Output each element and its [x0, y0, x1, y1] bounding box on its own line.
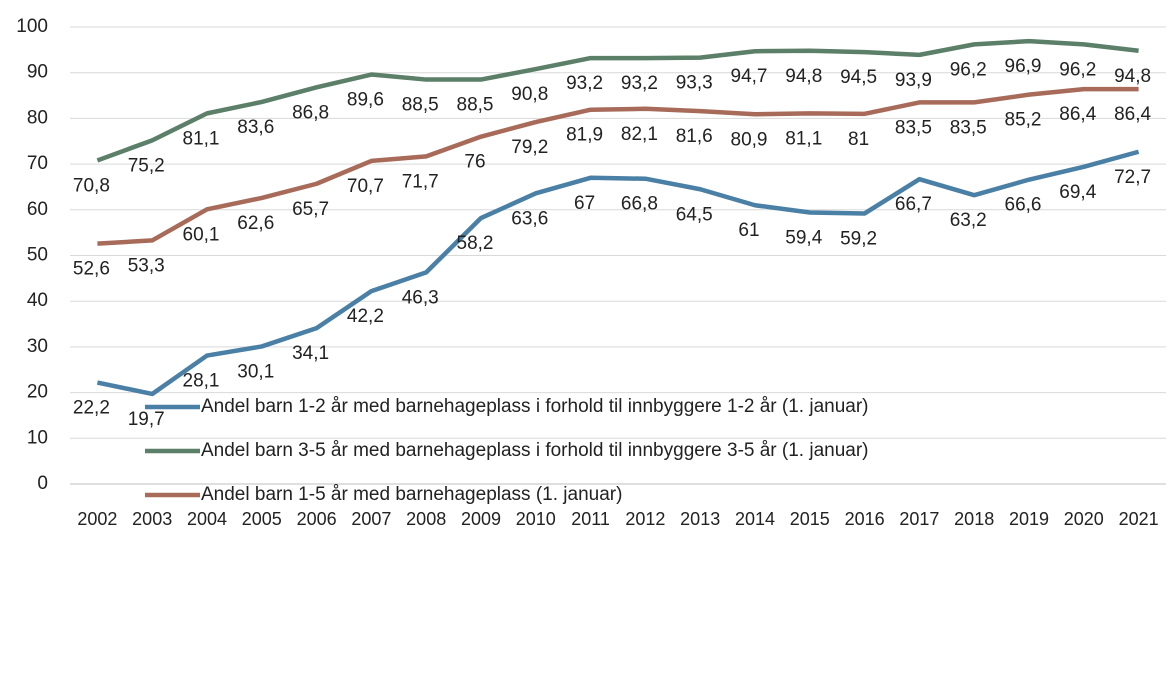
data-label: 59,2 [840, 228, 877, 249]
y-tick-label: 40 [27, 290, 48, 311]
data-label: 86,4 [1114, 104, 1151, 125]
x-tick-label: 2008 [406, 509, 446, 529]
data-label: 19,7 [128, 409, 165, 430]
data-label: 42,2 [347, 306, 384, 327]
data-label: 62,6 [237, 213, 274, 234]
x-tick-label: 2020 [1064, 509, 1104, 529]
x-tick-label: 2013 [680, 509, 720, 529]
y-tick-label: 100 [16, 16, 48, 37]
y-tick-label: 60 [27, 199, 48, 220]
data-label: 96,9 [1005, 56, 1042, 77]
data-label: 64,5 [676, 204, 713, 225]
data-label: 81 [848, 129, 869, 150]
x-tick-label: 2009 [461, 509, 501, 529]
data-label: 93,2 [621, 73, 658, 94]
data-label: 60,1 [183, 224, 220, 245]
data-label: 83,5 [895, 117, 932, 138]
data-label: 34,1 [292, 343, 329, 364]
line-series [96, 149, 1140, 397]
data-label: 85,2 [1005, 110, 1042, 131]
data-label: 94,8 [1114, 66, 1151, 87]
x-tick-label: 2016 [845, 509, 885, 529]
y-tick-label: 80 [27, 107, 48, 128]
data-label: 88,5 [402, 95, 439, 116]
legend-label: Andel barn 3-5 år med barnehageplass i f… [201, 440, 869, 461]
data-label: 94,5 [840, 67, 877, 88]
x-tick-label: 2010 [516, 509, 556, 529]
y-tick-label: 20 [27, 382, 48, 403]
data-label: 59,4 [785, 228, 822, 249]
data-label: 83,5 [950, 117, 987, 138]
data-label: 86,4 [1059, 104, 1096, 125]
line-series [97, 86, 1139, 246]
data-label: 76 [464, 152, 485, 173]
data-label: 70,8 [73, 175, 110, 196]
data-label: 93,3 [676, 73, 713, 94]
data-label: 82,1 [621, 124, 658, 145]
data-label: 83,6 [237, 117, 274, 138]
x-tick-label: 2019 [1009, 509, 1049, 529]
data-label: 81,9 [566, 125, 603, 146]
x-tick-label: 2002 [77, 509, 117, 529]
data-label: 22,2 [73, 398, 110, 419]
data-label: 75,2 [128, 155, 165, 176]
data-label: 61 [738, 220, 759, 241]
data-label: 86,8 [292, 102, 329, 123]
data-label: 53,3 [128, 255, 165, 276]
x-tick-label: 2015 [790, 509, 830, 529]
data-label: 63,2 [950, 210, 987, 231]
data-label: 93,9 [895, 70, 932, 91]
legend-label: Andel barn 1-2 år med barnehageplass i f… [201, 396, 869, 417]
data-label: 30,1 [237, 361, 274, 382]
data-label: 66,8 [621, 194, 658, 215]
data-label: 63,6 [511, 208, 548, 229]
x-tick-label: 2017 [899, 509, 939, 529]
legend-label: Andel barn 1-5 år med barnehageplass (1.… [201, 484, 622, 505]
x-tick-label: 2011 [571, 509, 610, 529]
y-tick-label: 10 [27, 427, 48, 448]
x-tick-label: 2007 [351, 509, 391, 529]
data-label: 52,6 [73, 259, 110, 280]
data-label: 58,2 [457, 233, 494, 254]
data-label: 96,2 [950, 59, 987, 80]
x-tick-label: 2004 [187, 509, 227, 529]
data-label: 90,8 [511, 84, 548, 105]
x-tick-label: 2003 [132, 509, 172, 529]
data-label: 88,5 [457, 95, 494, 116]
y-tick-label: 50 [27, 245, 48, 266]
data-label: 72,7 [1114, 167, 1151, 188]
data-label: 81,6 [676, 126, 713, 147]
data-label: 81,1 [183, 128, 220, 149]
x-tick-label: 2021 [1119, 509, 1159, 529]
data-label: 66,6 [1005, 195, 1042, 216]
y-tick-label: 70 [27, 153, 48, 174]
data-label: 46,3 [402, 287, 439, 308]
data-label: 80,9 [731, 129, 768, 150]
x-tick-label: 2005 [242, 509, 282, 529]
data-label: 94,7 [731, 66, 768, 87]
x-tick-label: 2018 [954, 509, 994, 529]
x-tick-label: 2012 [625, 509, 665, 529]
y-tick-label: 30 [27, 336, 48, 357]
data-label: 71,7 [402, 171, 439, 192]
y-tick-label: 90 [27, 62, 48, 83]
data-label: 79,2 [511, 137, 548, 158]
data-label: 96,2 [1059, 59, 1096, 80]
data-label: 81,1 [785, 128, 822, 149]
data-label: 93,2 [566, 73, 603, 94]
data-label: 67 [574, 193, 595, 214]
data-label: 28,1 [183, 371, 220, 392]
data-label: 70,7 [347, 176, 384, 197]
data-label: 89,6 [347, 90, 384, 111]
data-label: 94,8 [785, 66, 822, 87]
data-label: 66,7 [895, 194, 932, 215]
x-tick-label: 2014 [735, 509, 775, 529]
data-label: 69,4 [1059, 182, 1096, 203]
data-label: 65,7 [292, 199, 329, 220]
x-tick-label: 2006 [297, 509, 337, 529]
y-tick-label: 0 [37, 473, 48, 494]
line-series [96, 38, 1139, 163]
